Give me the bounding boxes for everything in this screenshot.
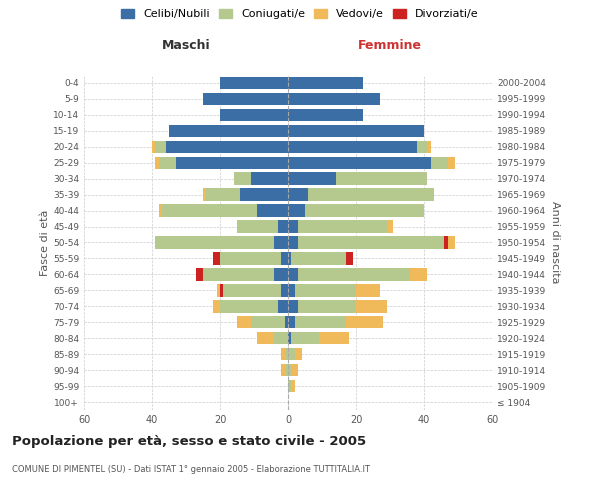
Bar xyxy=(281,348,284,360)
Bar xyxy=(288,236,298,248)
Bar xyxy=(288,316,295,328)
Bar xyxy=(288,284,295,296)
Bar xyxy=(220,252,281,264)
Bar xyxy=(213,252,220,264)
Bar xyxy=(169,124,288,137)
Bar xyxy=(308,188,434,201)
Bar xyxy=(217,284,220,296)
Bar xyxy=(159,204,162,217)
Bar xyxy=(319,332,349,344)
Bar xyxy=(284,316,288,328)
Bar xyxy=(203,188,206,201)
Text: COMUNE DI PIMENTEL (SU) - Dati ISTAT 1° gennaio 2005 - Elaborazione TUTTITALIA.I: COMUNE DI PIMENTEL (SU) - Dati ISTAT 1° … xyxy=(12,465,370,474)
Bar xyxy=(288,300,298,312)
Bar xyxy=(220,300,278,312)
Bar xyxy=(281,364,284,376)
Bar xyxy=(445,236,448,248)
Bar xyxy=(155,156,159,169)
Bar xyxy=(288,380,292,392)
Bar xyxy=(288,92,380,105)
Bar xyxy=(448,156,455,169)
Bar xyxy=(274,268,288,280)
Bar xyxy=(288,140,417,153)
Bar xyxy=(281,284,288,296)
Bar xyxy=(203,268,274,280)
Bar xyxy=(257,204,288,217)
Bar xyxy=(448,236,455,248)
Bar xyxy=(155,236,274,248)
Bar xyxy=(431,156,448,169)
Y-axis label: Anni di nascita: Anni di nascita xyxy=(550,201,560,284)
Bar xyxy=(288,252,292,264)
Bar xyxy=(206,188,241,201)
Bar xyxy=(220,108,288,121)
Bar xyxy=(356,284,380,296)
Bar xyxy=(233,172,251,185)
Bar xyxy=(284,348,288,360)
Bar xyxy=(284,364,288,376)
Bar xyxy=(251,316,284,328)
Bar xyxy=(288,172,335,185)
Bar xyxy=(295,316,346,328)
Text: Femmine: Femmine xyxy=(358,40,422,52)
Bar xyxy=(288,220,298,233)
Bar xyxy=(223,284,281,296)
Y-axis label: Fasce di età: Fasce di età xyxy=(40,210,50,276)
Bar xyxy=(288,188,308,201)
Bar xyxy=(257,332,274,344)
Bar xyxy=(288,156,431,169)
Bar xyxy=(298,300,356,312)
Bar xyxy=(305,204,424,217)
Bar xyxy=(295,348,302,360)
Bar xyxy=(155,140,166,153)
Bar xyxy=(237,220,278,233)
Bar xyxy=(298,268,410,280)
Bar xyxy=(278,220,288,233)
Bar xyxy=(288,348,295,360)
Bar xyxy=(410,268,427,280)
Bar xyxy=(162,204,257,217)
Bar xyxy=(159,156,176,169)
Legend: Celibi/Nubili, Coniugati/e, Vedovi/e, Divorziati/e: Celibi/Nubili, Coniugati/e, Vedovi/e, Di… xyxy=(118,6,482,22)
Bar xyxy=(288,268,298,280)
Bar xyxy=(288,124,424,137)
Bar xyxy=(288,332,292,344)
Bar xyxy=(288,108,363,121)
Bar xyxy=(213,300,220,312)
Bar xyxy=(220,284,223,296)
Bar xyxy=(196,268,203,280)
Bar xyxy=(288,364,292,376)
Bar xyxy=(417,140,427,153)
Bar xyxy=(288,77,363,89)
Bar xyxy=(335,172,427,185)
Bar xyxy=(346,316,383,328)
Bar xyxy=(292,252,346,264)
Bar xyxy=(427,140,431,153)
Bar xyxy=(292,380,295,392)
Bar xyxy=(176,156,288,169)
Bar xyxy=(288,204,305,217)
Bar xyxy=(166,140,288,153)
Bar xyxy=(278,300,288,312)
Bar xyxy=(274,236,288,248)
Bar xyxy=(346,252,353,264)
Bar xyxy=(220,77,288,89)
Bar xyxy=(274,332,288,344)
Bar xyxy=(292,332,319,344)
Bar xyxy=(292,364,298,376)
Bar xyxy=(241,188,288,201)
Bar xyxy=(251,172,288,185)
Bar xyxy=(237,316,251,328)
Bar xyxy=(203,92,288,105)
Bar xyxy=(152,140,155,153)
Text: Maschi: Maschi xyxy=(161,40,211,52)
Bar xyxy=(356,300,386,312)
Bar xyxy=(298,220,386,233)
Text: Popolazione per età, sesso e stato civile - 2005: Popolazione per età, sesso e stato civil… xyxy=(12,435,366,448)
Bar xyxy=(281,252,288,264)
Bar xyxy=(386,220,394,233)
Bar xyxy=(295,284,356,296)
Bar xyxy=(298,236,445,248)
